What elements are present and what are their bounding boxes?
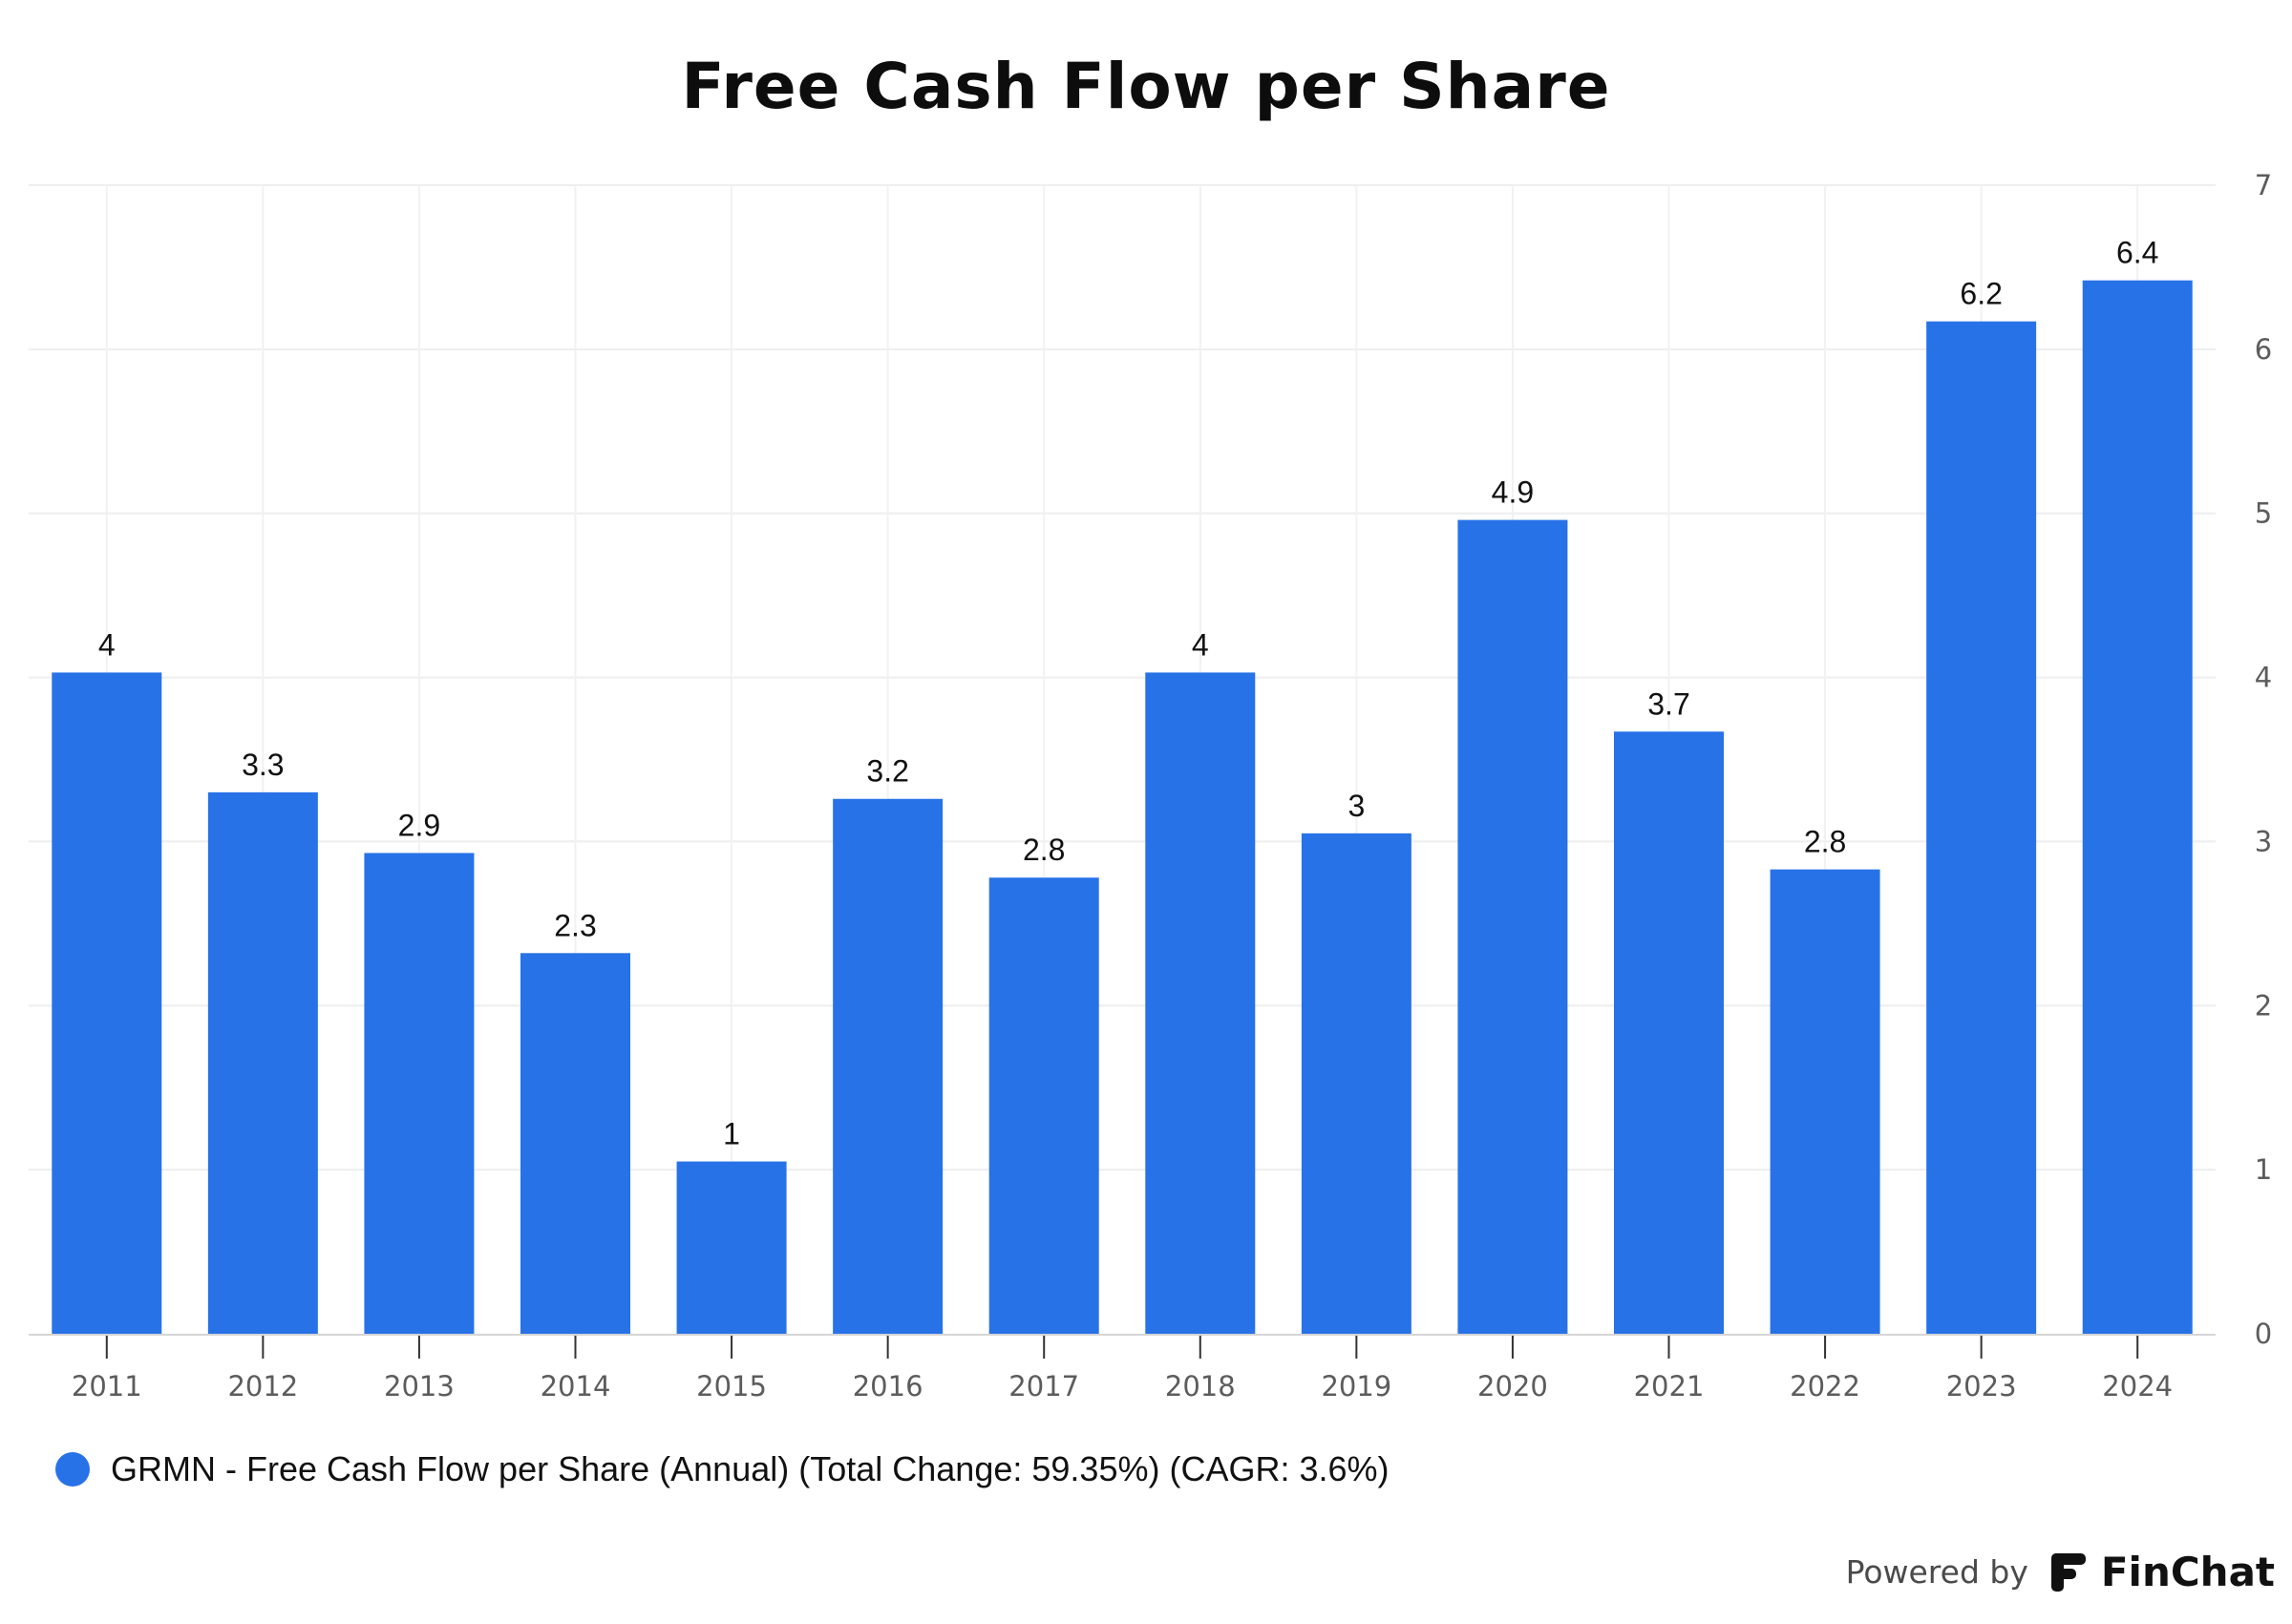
bar	[207, 791, 318, 1334]
x-tick-label: 2014	[541, 1370, 611, 1403]
x-tick-label: 2024	[2102, 1370, 2173, 1403]
data-label: 3.3	[242, 748, 284, 782]
bar	[1301, 833, 1411, 1334]
bars	[52, 280, 2193, 1335]
data-label: 3.2	[866, 754, 908, 789]
data-label: 2.8	[1023, 833, 1065, 867]
data-label: 2.3	[554, 908, 596, 942]
y-tick-label: 7	[2255, 169, 2272, 201]
grid-lines	[29, 184, 2216, 1334]
x-tick-label: 2012	[227, 1370, 298, 1403]
data-label: 1	[723, 1117, 740, 1151]
bar	[1145, 672, 1256, 1334]
x-tick-label: 2023	[1946, 1370, 2017, 1403]
bar	[1614, 731, 1724, 1334]
data-label: 4.9	[1492, 475, 1534, 510]
bar	[364, 853, 475, 1334]
bar	[988, 877, 1099, 1334]
data-label: 2.9	[398, 808, 440, 842]
x-tick-label: 2011	[72, 1370, 142, 1403]
x-tick-label: 2016	[853, 1370, 923, 1403]
axes: 0 1 2 3 4 5 6 7 2011 2012 2013 2014 2015 2016 2017 2018…	[29, 169, 2272, 1403]
y-tick-label: 1	[2255, 1153, 2272, 1186]
data-label: 6.2	[1960, 277, 2002, 311]
x-tick-label: 2019	[1321, 1370, 1391, 1403]
bar	[2082, 280, 2193, 1335]
data-label: 2.8	[1804, 825, 1846, 859]
y-tick-label: 2	[2255, 989, 2272, 1022]
x-tick-label: 2013	[384, 1370, 455, 1403]
chart-title: Free Cash Flow per Share	[681, 50, 1611, 123]
y-tick-label: 3	[2255, 825, 2272, 857]
y-tick-label: 4	[2255, 662, 2272, 694]
finchat-logo-icon	[2050, 1552, 2086, 1592]
footer-branding: Powered by FinChat	[1846, 1549, 2275, 1595]
y-tick-label: 6	[2255, 333, 2272, 366]
bar	[676, 1161, 787, 1334]
bar	[1770, 869, 1880, 1334]
data-label: 4	[1192, 627, 1209, 662]
x-tick-label: 2015	[696, 1370, 767, 1403]
data-label: 4	[98, 627, 116, 662]
y-tick-label: 5	[2255, 497, 2272, 530]
bar	[833, 798, 944, 1334]
powered-by-text: Powered by	[1845, 1553, 2028, 1591]
data-label: 3	[1348, 789, 1365, 823]
data-label: 3.7	[1647, 686, 1689, 721]
bar	[1926, 321, 2037, 1335]
data-labels: 4 3.3 2.9 2.3 1 3.2 2.8 4 3 4.9 3.7 2.8 6.2 6.4	[98, 236, 2159, 1151]
legend: GRMN - Free Cash Flow per Share (Annual)…	[55, 1449, 1390, 1489]
x-tick-label: 2021	[1634, 1370, 1705, 1403]
x-tick-label: 2018	[1165, 1370, 1236, 1403]
bar	[52, 672, 162, 1334]
x-tick-label: 2020	[1477, 1370, 1548, 1403]
y-tick-label: 0	[2255, 1318, 2272, 1350]
x-tick-label: 2017	[1008, 1370, 1079, 1403]
data-label: 6.4	[2116, 236, 2158, 270]
legend-series-label: GRMN - Free Cash Flow per Share (Annual)…	[111, 1449, 1390, 1488]
x-tick-label: 2022	[1790, 1370, 1860, 1403]
finchat-brand-name: FinChat	[2100, 1549, 2275, 1595]
bar	[1457, 519, 1568, 1334]
legend-swatch	[55, 1452, 90, 1487]
bar	[520, 953, 630, 1334]
